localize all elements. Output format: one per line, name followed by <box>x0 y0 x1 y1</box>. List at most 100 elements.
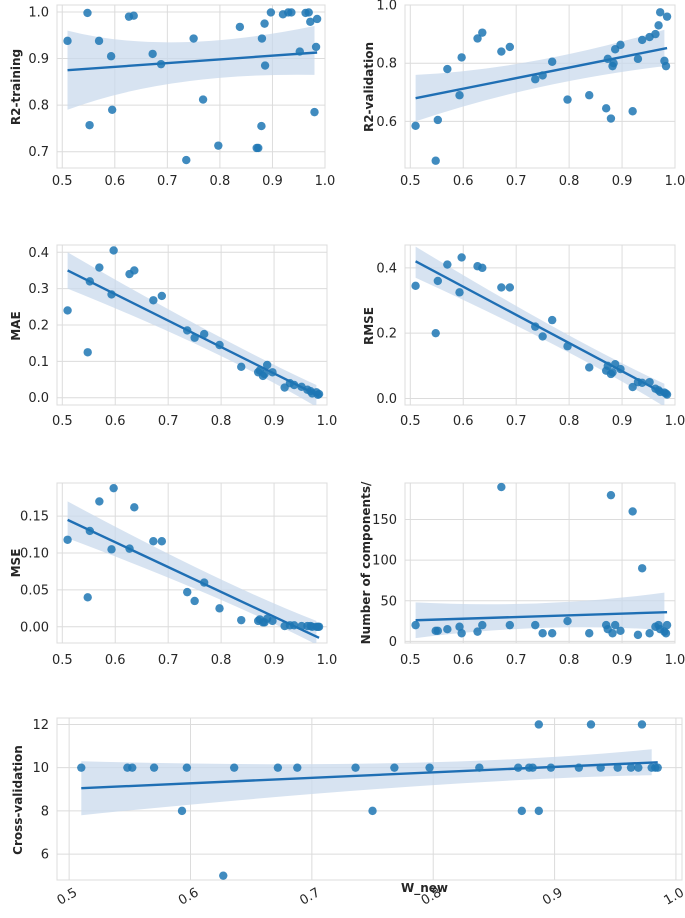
data-point <box>390 763 399 772</box>
data-point <box>585 363 594 372</box>
data-point <box>433 626 443 636</box>
y-tick-label: 0.10 <box>20 547 49 562</box>
x-tick-label: 0.5 <box>55 885 80 908</box>
data-point <box>411 620 420 630</box>
data-point <box>229 763 239 772</box>
confidence-band <box>67 252 317 405</box>
data-point <box>190 333 199 342</box>
x-axis-label: W_new <box>401 881 448 896</box>
data-point <box>661 629 671 638</box>
data-point <box>433 276 443 286</box>
data-point <box>157 537 167 546</box>
regression-line <box>415 610 668 622</box>
data-point <box>637 35 647 45</box>
y-tick-label: 0.7 <box>28 145 49 160</box>
confidence-band <box>67 26 315 110</box>
data-point <box>83 348 92 357</box>
data-point <box>306 17 315 26</box>
data-point <box>517 806 527 816</box>
regression-line <box>67 518 320 639</box>
data-point <box>616 626 625 636</box>
data-point <box>266 8 276 17</box>
data-point <box>83 593 92 602</box>
data-point <box>312 14 322 24</box>
data-point <box>177 806 187 816</box>
panel-r2-training: 0.5 0.6 0.7 0.8 0.9 1.0 0.7 0.8 0.9 1.0 R2-trainin… <box>9 4 335 189</box>
y-tick-label: 0.0 <box>28 391 49 406</box>
data-point <box>637 378 647 387</box>
data-point <box>182 155 191 165</box>
x-tick-label: 1.0 <box>317 414 338 429</box>
data-point <box>107 545 116 554</box>
data-point <box>310 107 319 117</box>
data-point <box>199 329 209 339</box>
x-tick-label: 0.7 <box>506 414 527 429</box>
x-tick-label: 0.7 <box>506 174 527 189</box>
data-point <box>628 107 637 116</box>
data-point <box>85 120 94 130</box>
y-tick-label: 0.1 <box>28 355 49 370</box>
data-point <box>215 340 224 350</box>
data-point <box>606 490 616 500</box>
x-tick-label: 0.7 <box>157 174 178 189</box>
x-tick-label: 0.6 <box>104 174 125 189</box>
x-tick-label: 0.6 <box>453 174 474 189</box>
x-tick-label: 0.6 <box>176 885 201 908</box>
x-tick-label: 0.8 <box>559 653 580 668</box>
data-point <box>149 763 159 772</box>
y-axis-label: Cross-validation <box>11 745 25 855</box>
data-point <box>411 281 420 291</box>
x-tick-label: 0.7 <box>506 653 527 668</box>
y-tick-label: 1.0 <box>376 0 397 14</box>
data-point <box>546 763 556 772</box>
data-point <box>260 369 269 379</box>
data-point <box>95 497 104 506</box>
data-point <box>425 763 434 772</box>
x-tick-label: 0.6 <box>453 414 474 429</box>
data-point <box>538 629 547 638</box>
data-point <box>109 483 118 493</box>
data-point <box>311 42 321 52</box>
x-tick-label: 0.9 <box>264 653 285 668</box>
data-point <box>314 389 324 399</box>
data-point <box>616 40 625 50</box>
data-point <box>534 720 543 729</box>
data-point <box>257 121 266 131</box>
y-tick-label: 100 <box>372 554 397 569</box>
data-point <box>661 61 671 71</box>
data-point <box>94 36 104 46</box>
data-point <box>497 47 506 56</box>
x-tick-label: 0.9 <box>612 174 633 189</box>
data-point <box>289 621 299 630</box>
data-point <box>534 806 543 816</box>
data-point <box>637 720 647 729</box>
data-point <box>531 75 540 84</box>
data-point <box>237 615 246 625</box>
y-tick-label: 0.2 <box>28 319 49 334</box>
data-point <box>106 52 116 61</box>
data-point <box>260 61 270 70</box>
data-point <box>182 763 192 772</box>
data-point <box>634 763 643 772</box>
x-tick-label: 0.5 <box>400 653 421 668</box>
y-axis-label: Number of components/ <box>359 481 373 644</box>
data-point <box>616 364 625 374</box>
data-point <box>563 342 572 351</box>
data-point <box>431 156 440 165</box>
data-point <box>628 382 637 392</box>
y-tick-label: 0.05 <box>20 583 49 598</box>
data-point <box>95 263 104 272</box>
data-point <box>443 64 452 74</box>
y-tick-label: 0.8 <box>28 99 49 114</box>
x-tick-label: 1.0 <box>317 653 338 668</box>
data-point <box>443 260 452 269</box>
x-tick-label: 0.5 <box>52 653 73 668</box>
data-point <box>608 368 617 377</box>
y-axis-label: MAE <box>9 311 23 340</box>
data-point <box>662 620 672 630</box>
data-point <box>431 328 440 338</box>
data-point <box>314 622 324 631</box>
data-point <box>107 290 116 299</box>
data-point <box>149 296 158 305</box>
